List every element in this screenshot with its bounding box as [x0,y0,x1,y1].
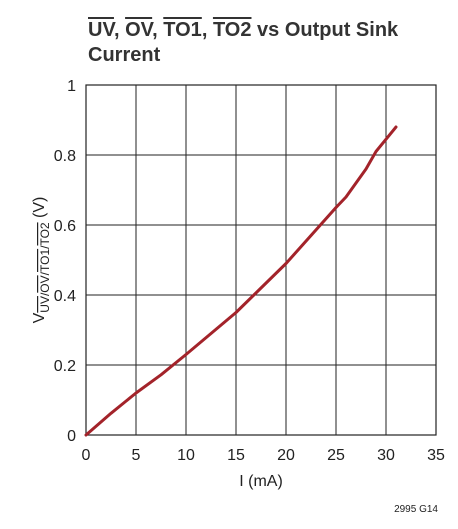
title-segment: vs Output Sink [251,19,399,41]
y-axis-label-text: VUV/OV/TO1/TO2 (V) [31,197,52,324]
y-tick-label: 1 [67,78,76,95]
title-segment: TO2 [213,19,252,41]
x-tick-label: 10 [177,447,195,464]
title-segment: OV [125,19,155,41]
x-tick-label: 5 [132,447,141,464]
chart-title-line-1: UV, OV, TO1, TO2 vs Output Sink [88,19,399,41]
y-label-subscript: TO1 [38,249,52,272]
figure-id-note: 2995 G14 [394,504,438,515]
y-label-subscript: TO2 [38,222,52,245]
y-tick-label: 0.8 [54,148,76,165]
y-label-subscript: UV [38,296,52,313]
x-tick-labels: 0 5 10 15 20 25 30 35 [82,447,445,464]
grid [86,85,436,435]
series-line [84,125,398,437]
y-tick-label: 0.4 [54,288,76,305]
title-segment: TO1 [163,19,202,41]
y-label-subscript: / [38,245,52,249]
x-axis-label: I (mA) [239,473,283,490]
y-tick-label: 0.6 [54,218,76,235]
y-tick-label: 0 [67,428,76,445]
title-segment: , [114,19,125,41]
x-tick-label: 0 [82,447,91,464]
y-label-suffix: (V) [31,197,48,223]
y-tick-label: 0.2 [54,358,76,375]
x-tick-label: 20 [277,447,295,464]
title-segment: , [202,19,213,41]
chart-title: UV, OV, TO1, TO2 vs Output Sink Current [88,19,399,66]
y-label-subscript: OV [38,275,52,292]
x-tick-label: 25 [327,447,345,464]
plot-frame [85,84,437,436]
x-tick-label: 35 [427,447,445,464]
x-tick-label: 15 [227,447,245,464]
y-tick-labels: 0 0.2 0.4 0.6 0.8 1 [54,78,76,445]
title-segment: , [152,19,163,41]
y-label-subscript: / [38,292,52,296]
y-label-prefix: V [31,312,48,323]
chart-title-line-2: Current [88,44,161,66]
y-label-subscript: / [38,271,52,275]
title-segment: UV [88,19,116,41]
x-tick-label: 30 [377,447,395,464]
y-axis-label: VUV/OV/TO1/TO2 (V) [31,197,52,324]
